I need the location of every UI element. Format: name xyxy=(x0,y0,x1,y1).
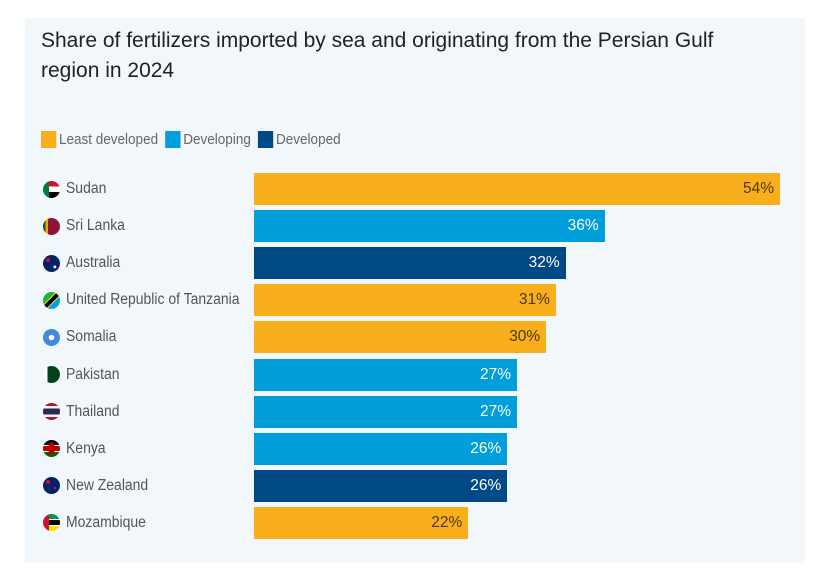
data-label: 22% xyxy=(431,513,463,531)
bar xyxy=(254,321,547,354)
bar xyxy=(254,469,508,502)
australia-flag-icon xyxy=(43,254,60,272)
bar xyxy=(254,395,517,428)
legend-label: Least developed xyxy=(59,131,159,148)
legend-swatch xyxy=(165,131,181,148)
bar xyxy=(254,210,605,243)
pakistan-flag-icon xyxy=(43,366,60,383)
data-label: 36% xyxy=(567,217,599,235)
data-label: 30% xyxy=(509,328,541,346)
category-name: Mozambique xyxy=(66,513,146,531)
bar xyxy=(254,173,780,205)
category-label: Kenya xyxy=(43,439,110,459)
category-label: United Republic of Tanzania xyxy=(43,290,259,310)
bar xyxy=(254,284,556,317)
category-name: Somalia xyxy=(66,328,117,346)
category-name: Australia xyxy=(66,254,121,272)
data-label: 27% xyxy=(479,365,511,383)
thailand-flag-icon xyxy=(43,403,60,421)
category-label: Thailand xyxy=(43,402,125,422)
somalia-flag-icon xyxy=(43,328,60,346)
data-label: 32% xyxy=(528,254,560,272)
category-name: New Zealand xyxy=(66,476,149,494)
legend-swatch xyxy=(41,131,57,148)
category-name: Kenya xyxy=(66,439,106,457)
category-label: Sudan xyxy=(43,179,111,199)
tanzania-flag-icon xyxy=(43,291,60,309)
legend-swatch xyxy=(258,131,274,148)
category-label: Pakistan xyxy=(43,365,125,385)
category-label: Australia xyxy=(43,253,126,273)
sri-lanka-flag-icon xyxy=(43,217,60,235)
bar xyxy=(254,432,508,465)
legend-label: Developing xyxy=(183,131,251,148)
data-label: 31% xyxy=(518,291,550,309)
sudan-flag-icon xyxy=(43,180,60,198)
kenya-flag-icon xyxy=(43,440,60,458)
bar xyxy=(254,506,469,539)
category-name: Sudan xyxy=(66,180,107,197)
bar xyxy=(254,358,517,391)
category-label: Somalia xyxy=(43,327,122,347)
mozambique-flag-icon xyxy=(43,514,60,532)
legend-item: Least developed xyxy=(41,131,158,148)
category-name: Sri Lanka xyxy=(66,217,125,235)
category-label: Sri Lanka xyxy=(43,216,131,236)
category-label: New Zealand xyxy=(43,476,157,496)
category-name: Thailand xyxy=(66,402,120,420)
category-name: United Republic of Tanzania xyxy=(66,291,240,309)
data-label: 27% xyxy=(479,402,511,420)
legend-item: Developed xyxy=(258,131,341,148)
legend: Least developed Developing Developed xyxy=(41,131,348,148)
bar xyxy=(254,247,566,280)
data-label: 54% xyxy=(742,180,774,197)
new-zealand-flag-icon xyxy=(43,477,60,495)
chart-title: Share of fertilizers imported by sea and… xyxy=(41,29,714,82)
legend-label: Developed xyxy=(276,131,341,148)
category-label: Mozambique xyxy=(43,513,155,533)
data-label: 26% xyxy=(470,476,502,494)
legend-item: Developing xyxy=(165,131,251,148)
category-name: Pakistan xyxy=(66,365,120,383)
data-label: 26% xyxy=(470,439,502,457)
